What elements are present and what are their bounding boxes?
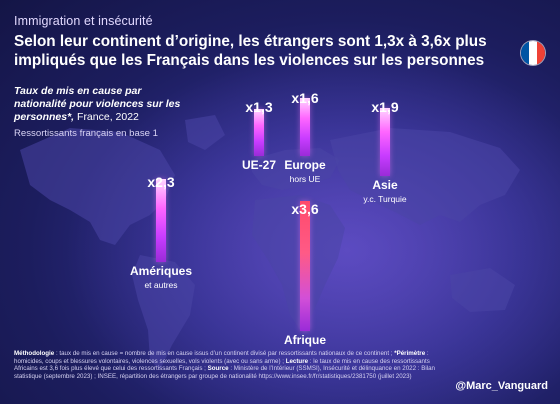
france-flag-icon	[521, 41, 545, 65]
map-south-america	[132, 255, 195, 370]
source-text: : Ministère de l’Intérieur (SSMSI), Insé…	[14, 365, 435, 380]
map-north-america	[20, 128, 175, 245]
kicker-label: Immigration et insécurité	[14, 14, 153, 28]
perimetre-text: : homicides, coups et blessures volontai…	[14, 350, 429, 365]
page-title: Selon leur continent d’origine, les étra…	[14, 33, 487, 69]
value-label-ameriques: x2,3	[147, 174, 175, 190]
value-label-asie: x1,9	[371, 99, 399, 115]
lecture-text: : le taux de mis en cause des ressortiss…	[14, 357, 430, 373]
bar-afrique	[300, 201, 310, 331]
bar-europe	[300, 98, 310, 156]
category-label-afrique: Afrique	[284, 333, 326, 347]
category-label-ameriques: Amériques	[129, 264, 193, 278]
flag-stripe-blue	[521, 41, 529, 65]
subtitle-main: Taux de mis en cause par nationalité pou…	[14, 85, 181, 123]
subtitle-rest: France, 2022	[74, 111, 139, 123]
category-label-ue27: UE-27	[241, 158, 276, 172]
flag-stripe-red	[537, 41, 545, 65]
category-note-ameriques: et autres	[144, 280, 178, 290]
category-label-europe: Europe	[284, 158, 326, 172]
methodo-text: : taux de mis en cause = nombre de mis e…	[54, 350, 395, 357]
map-europe	[250, 148, 340, 190]
map-greenland	[185, 115, 225, 150]
category-note-europe: hors UE	[289, 174, 321, 184]
methodology-footnote: Méthodologie : taux de mis en cause = no…	[14, 350, 454, 380]
map-africa	[252, 195, 345, 330]
bar-ue27	[254, 109, 264, 156]
map-asia	[330, 128, 520, 225]
methodo-label: Méthodologie	[14, 350, 55, 357]
flag-stripe-white	[529, 41, 537, 65]
bar-asie	[380, 107, 390, 176]
category-label-asie: Asie	[372, 178, 398, 192]
value-label-ue27: x1,3	[245, 99, 273, 115]
bar-ameriques	[156, 179, 166, 262]
author-handle: @Marc_Vanguard	[455, 380, 548, 392]
map-australia	[450, 268, 515, 312]
category-note-asie: y.c. Turquie	[363, 194, 407, 204]
perimetre-label: *Périmètre	[394, 350, 426, 357]
lecture-label: Lecture	[285, 357, 309, 365]
value-label-afrique: x3,6	[291, 201, 319, 217]
chart-subtitle: Taux de mis en cause par nationalité pou…	[14, 85, 194, 124]
baseline-note: Ressortissants français en base 1	[14, 128, 158, 139]
source-label: Source	[207, 365, 229, 373]
value-label-europe: x1,6	[291, 90, 319, 106]
